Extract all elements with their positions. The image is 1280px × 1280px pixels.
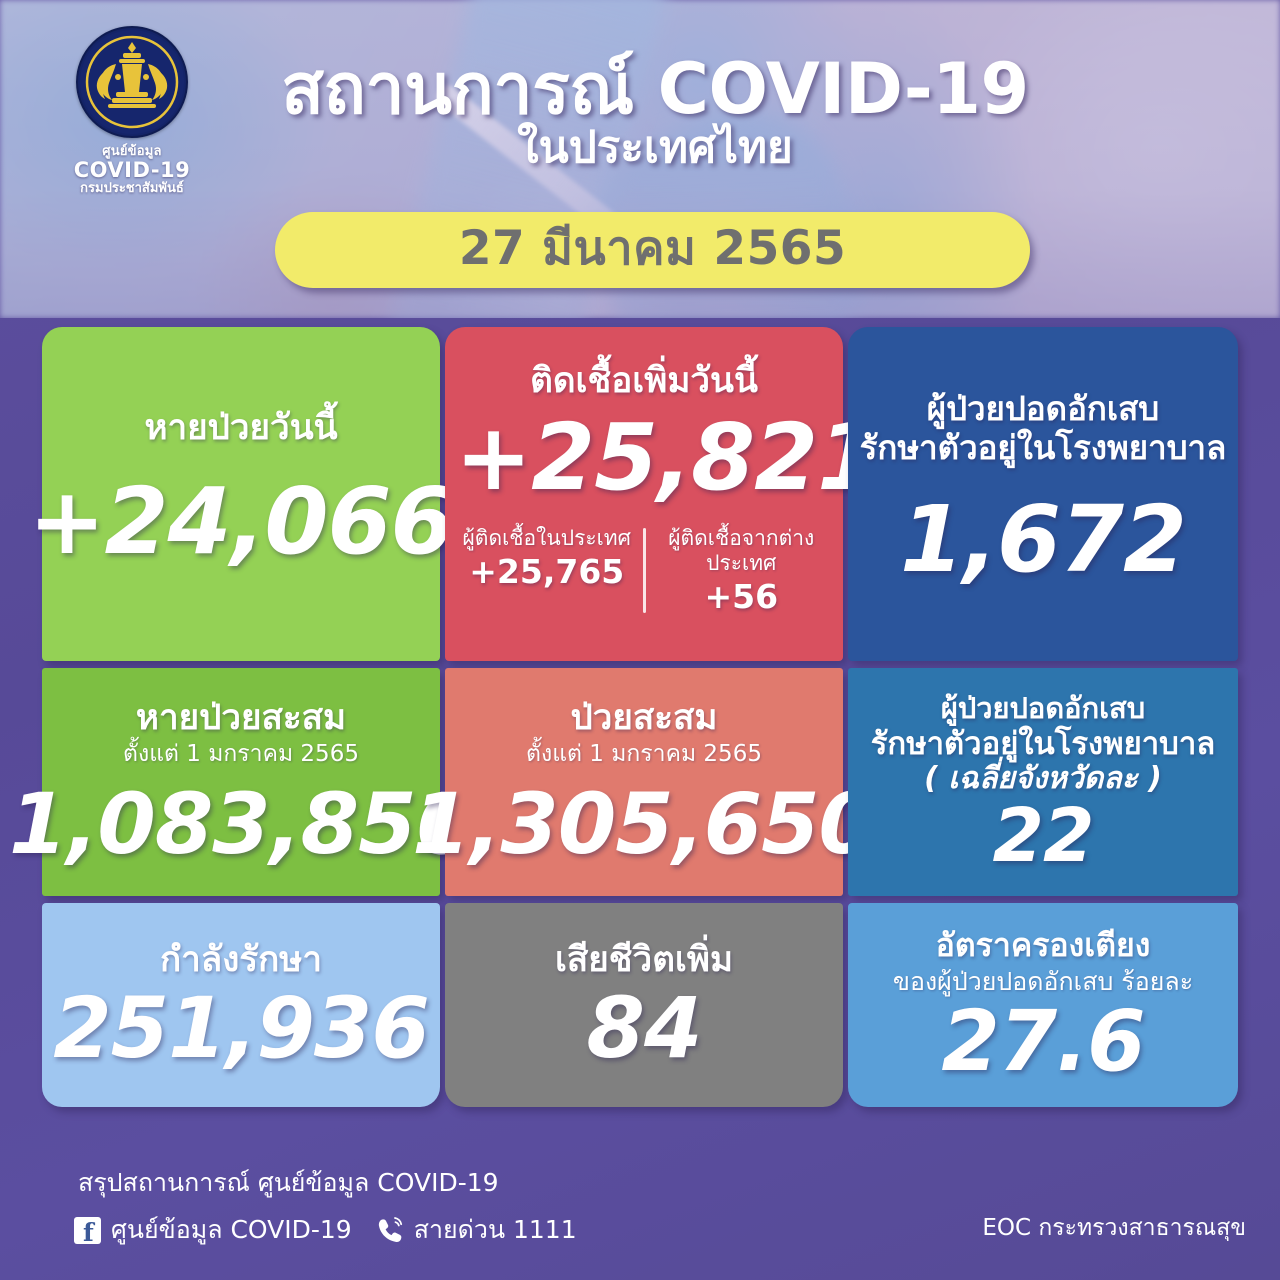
- facebook-icon[interactable]: f: [74, 1216, 101, 1245]
- card-cases-cumulative: ป่วยสะสม ตั้งแต่ 1 มกราคม 2565 1,305,650: [412, 668, 877, 896]
- date-text: 27 มีนาคม 2565: [458, 220, 847, 276]
- card-bed-occupancy: อัตราครองเตียง ของผู้ป่วยปอดอักเสบ ร้อยล…: [848, 903, 1238, 1107]
- stats-grid: หายป่วยวันนี้ +24,066 ติดเชื้อเพิ่มวันนี…: [9, 327, 1238, 1107]
- card-pneumonia-avg-label-2: รักษาตัวอยู่ในโรงพยาบาล: [870, 725, 1216, 762]
- card-recovered-cumulative-sublabel: ตั้งแต่ 1 มกราคม 2565: [123, 740, 359, 767]
- card-under-treatment-label: กำลังรักษา: [159, 940, 323, 981]
- date-badge: 27 มีนาคม 2565: [275, 212, 1030, 288]
- card-pneumonia-avg-label-1: ผู้ป่วยปอดอักเสบ: [940, 691, 1146, 726]
- card-cases-cumulative-label: ป่วยสะสม: [570, 697, 718, 738]
- card-bed-occupancy-label-1: อัตราครองเตียง: [935, 926, 1151, 965]
- footer-contacts: f ศูนย์ข้อมูล COVID-19 สายด่วน 1111: [74, 1210, 577, 1250]
- logo-block: ศูนย์ข้อมูล COVID-19 กรมประชาสัมพันธ์: [48, 26, 216, 196]
- stats-row-1: หายป่วยวันนี้ +24,066 ติดเชื้อเพิ่มวันนี…: [28, 327, 1238, 661]
- page-subtitle: ในประเทศไทย: [517, 122, 793, 174]
- new-cases-imported-label: ผู้ติดเชื้อจากต่างประเทศ: [668, 525, 815, 576]
- card-pneumonia-hospital: ผู้ป่วยปอดอักเสบ รักษาตัวอยู่ในโรงพยาบาล…: [848, 327, 1238, 661]
- card-new-cases-today: ติดเชื้อเพิ่มวันนี้ +25,821 ผู้ติดเชื้อใ…: [445, 327, 881, 661]
- card-new-cases-label: ติดเชื้อเพิ่มวันนี้: [530, 360, 758, 401]
- card-pneumonia-hospital-label-2: รักษาตัวอยู่ในโรงพยาบาล: [859, 428, 1227, 467]
- card-pneumonia-avg-province: ผู้ป่วยปอดอักเสบ รักษาตัวอยู่ในโรงพยาบาล…: [848, 668, 1238, 896]
- new-cases-domestic-value: +25,765: [469, 552, 625, 592]
- footer-source: EOC กระทรวงสาธารณสุข: [982, 1215, 1246, 1241]
- card-deaths-today: เสียชีวิตเพิ่ม 84: [445, 903, 843, 1107]
- card-new-cases-value: +25,821: [455, 403, 881, 511]
- card-deaths-today-value: 84: [586, 978, 703, 1077]
- logo-line-3: กรมประชาสัมพันธ์: [80, 180, 184, 196]
- new-cases-imported-value: +56: [704, 577, 779, 617]
- new-cases-imported: ผู้ติดเชื้อจากต่างประเทศ +56: [650, 526, 834, 618]
- card-under-treatment: กำลังรักษา 251,936: [42, 903, 440, 1107]
- new-cases-domestic-label: ผู้ติดเชื้อในประเทศ: [462, 525, 631, 550]
- card-recovered-today-label: หายป่วยวันนี้: [144, 408, 338, 449]
- new-cases-domestic: ผู้ติดเชื้อในประเทศ +25,765: [455, 526, 639, 618]
- card-deaths-today-label: เสียชีวิตเพิ่ม: [554, 940, 734, 981]
- card-pneumonia-hospital-value: 1,672: [899, 485, 1187, 593]
- logo-line-1: ศูนย์ข้อมูล: [102, 144, 162, 159]
- title-block: สถานการณ์ COVID-19 ในประเทศไทย: [240, 52, 1070, 173]
- government-seal-icon: [76, 26, 188, 138]
- card-under-treatment-value: 251,936: [53, 978, 430, 1077]
- stats-row-2: หายป่วยสะสม ตั้งแต่ 1 มกราคม 2565 1,083,…: [9, 668, 1238, 896]
- card-pneumonia-avg-value: 22: [992, 792, 1095, 879]
- card-recovered-cumulative-label: หายป่วยสะสม: [135, 697, 347, 738]
- page-title: สถานการณ์ COVID-19: [281, 48, 1029, 130]
- card-bed-occupancy-label-2: ของผู้ป่วยปอดอักเสบ ร้อยละ: [892, 966, 1194, 996]
- hotline-label: สายด่วน 1111: [413, 1215, 577, 1244]
- breakdown-divider: [642, 527, 646, 614]
- card-pneumonia-hospital-label-1: ผู้ป่วยปอดอักเสบ: [926, 389, 1160, 429]
- card-recovered-today: หายป่วยวันนี้ +24,066: [28, 327, 455, 661]
- card-pneumonia-avg-label-3: ( เฉลี่ยจังหวัดละ ): [924, 761, 1162, 797]
- new-cases-breakdown: ผู้ติดเชื้อในประเทศ +25,765 ผู้ติดเชื้อจ…: [455, 526, 833, 618]
- header-banner: [0, 0, 1280, 318]
- phone-icon: [376, 1217, 404, 1243]
- card-cases-cumulative-sublabel: ตั้งแต่ 1 มกราคม 2565: [526, 740, 762, 767]
- facebook-page-label[interactable]: ศูนย์ข้อมูล COVID-19: [111, 1215, 352, 1244]
- card-recovered-today-value: +24,066: [28, 467, 454, 575]
- card-cases-cumulative-value: 1,305,650: [412, 775, 877, 874]
- footer-summary-text: สรุปสถานการณ์ ศูนย์ข้อมูล COVID-19: [78, 1168, 499, 1197]
- stats-row-3: กำลังรักษา 251,936 เสียชีวิตเพิ่ม 84 อัต…: [42, 903, 1238, 1107]
- card-bed-occupancy-value: 27.6: [941, 991, 1145, 1090]
- logo-line-2: COVID-19: [73, 157, 191, 182]
- card-recovered-cumulative: หายป่วยสะสม ตั้งแต่ 1 มกราคม 2565 1,083,…: [9, 668, 474, 896]
- card-recovered-cumulative-value: 1,083,856: [9, 775, 474, 874]
- footer: สรุปสถานการณ์ ศูนย์ข้อมูล COVID-19 f ศูน…: [0, 1148, 1280, 1280]
